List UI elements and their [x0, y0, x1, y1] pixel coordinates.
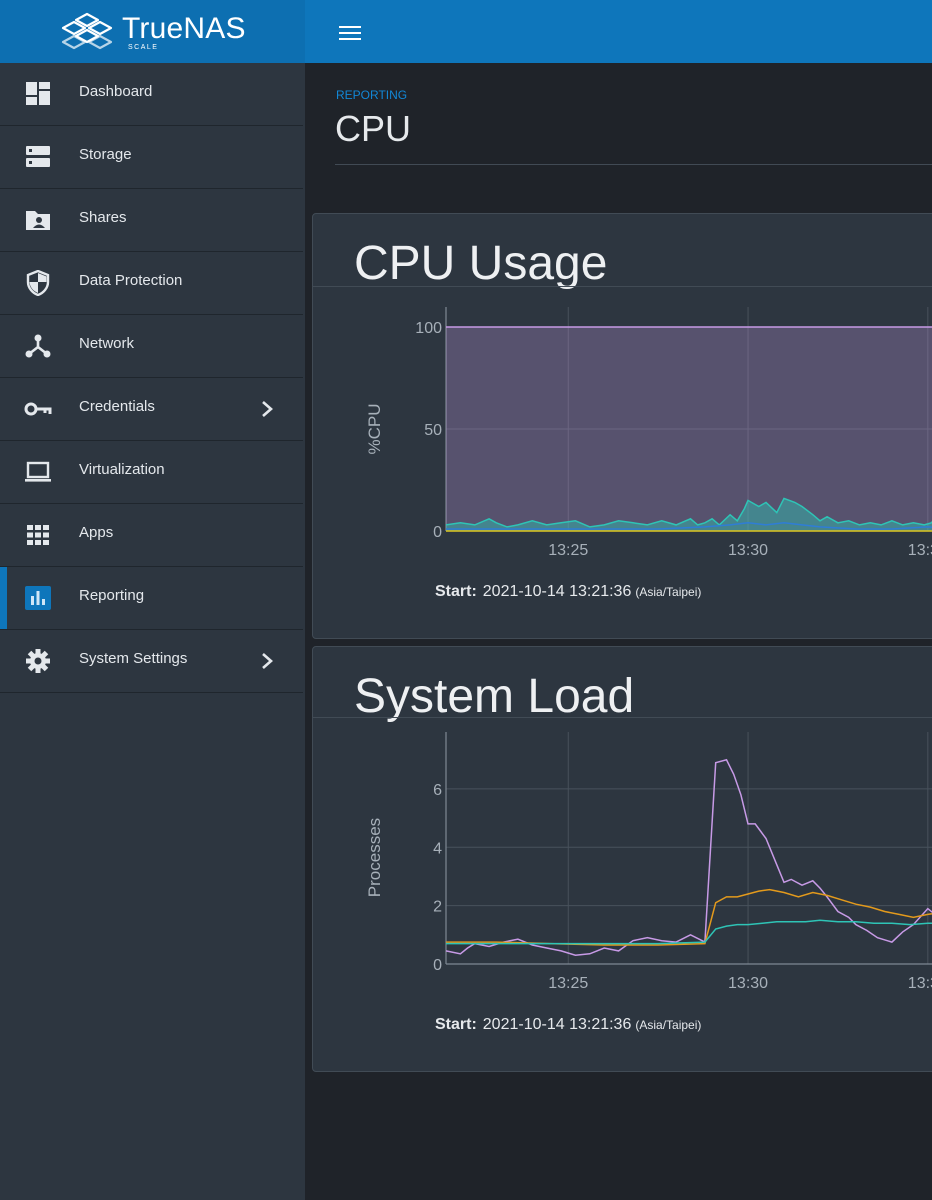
- y-axis-label: Processes: [365, 818, 384, 897]
- hamburger-menu-icon[interactable]: [330, 18, 370, 48]
- sidebar-item-label: Shares: [79, 209, 127, 226]
- gear-icon: [26, 649, 50, 673]
- brand-edition: SCALE: [128, 44, 159, 51]
- folder-shared-icon: [26, 211, 50, 230]
- sidebar-item-label: System Settings: [79, 650, 188, 667]
- breadcrumb[interactable]: REPORTING: [336, 88, 408, 102]
- card-divider: [313, 286, 932, 287]
- sidebar-item-label: Virtualization: [79, 461, 165, 478]
- card-divider: [313, 717, 932, 718]
- y-tick-label: 50: [424, 422, 442, 439]
- storage-icon: [26, 146, 50, 167]
- cpu-usage-chart[interactable]: 0 50 100 13:25 13:30 13:35 %CPU: [313, 299, 932, 569]
- title-divider: [335, 164, 932, 165]
- sidebar-item-label: Network: [79, 335, 135, 352]
- laptop-icon: [25, 461, 51, 482]
- card-title: System Load: [354, 670, 635, 723]
- system-load-card: System Load 0 2 4 6 13:25 13:30 13:35 Processes…: [312, 646, 932, 1072]
- sidebar-item-network[interactable]: Network: [0, 315, 303, 378]
- y-axis-label: %CPU: [365, 403, 384, 454]
- sidebar-item-label: Data Protection: [79, 272, 183, 289]
- truenas-logo-icon: [61, 12, 113, 50]
- start-time: Start: 2021-10-14 13:21:36 (Asia/Taipei): [435, 1016, 702, 1033]
- x-tick-label: 13:35: [908, 542, 932, 559]
- sidebar-item-apps[interactable]: Apps: [0, 504, 303, 567]
- sidebar-item-label: Storage: [79, 146, 132, 163]
- sidebar-item-credentials[interactable]: Credentials: [0, 378, 303, 441]
- series-area: [446, 498, 932, 531]
- series-line: [445, 497, 932, 528]
- sidebar-item-virtualization[interactable]: Virtualization: [0, 441, 303, 504]
- x-tick-label: 13:35: [908, 975, 932, 992]
- brand-name: TrueNAS: [122, 12, 246, 45]
- y-tick-label: 100: [415, 320, 442, 337]
- chart-icon: [25, 586, 51, 610]
- dashboard-icon: [26, 82, 50, 105]
- top-toolbar: TrueNAS SCALE: [0, 0, 932, 63]
- network-icon: [25, 334, 51, 358]
- sidebar-nav: Dashboard Storage Shares Data Protection: [0, 63, 305, 1200]
- sidebar-item-data-protection[interactable]: Data Protection: [0, 252, 303, 315]
- series-line: [445, 758, 932, 956]
- brand-area[interactable]: TrueNAS SCALE: [0, 0, 305, 63]
- series-line: [446, 522, 932, 530]
- key-icon: [24, 402, 52, 416]
- card-title: CPU Usage: [354, 237, 608, 290]
- y-tick-label: 2: [433, 899, 442, 916]
- chevron-right-icon: [262, 653, 273, 669]
- cpu-usage-card: CPU Usage 0 50 100 13:25 13:30 13:35 %CPU Star…: [312, 213, 932, 639]
- sidebar-item-label: Reporting: [79, 587, 145, 604]
- x-tick-label: 13:25: [548, 975, 588, 992]
- shield-icon: [26, 270, 50, 296]
- sidebar-item-reporting[interactable]: Reporting: [0, 567, 303, 630]
- sidebar-item-label: Dashboard: [79, 83, 153, 100]
- y-tick-label: 0: [433, 957, 442, 974]
- page-title: CPU: [335, 108, 412, 149]
- x-tick-label: 13:25: [548, 542, 588, 559]
- x-tick-label: 13:30: [728, 542, 768, 559]
- series-line: [446, 888, 932, 946]
- y-tick-label: 0: [433, 524, 442, 541]
- series-line: [446, 919, 932, 945]
- apps-grid-icon: [27, 525, 49, 545]
- y-tick-label: 6: [433, 782, 442, 799]
- sidebar-item-dashboard[interactable]: Dashboard: [0, 63, 303, 126]
- system-load-chart[interactable]: 0 2 4 6 13:25 13:30 13:35 Processes: [313, 732, 932, 1002]
- start-time: Start: 2021-10-14 13:21:36 (Asia/Taipei): [435, 583, 702, 600]
- sidebar-item-label: Credentials: [79, 398, 155, 415]
- sidebar-item-system-settings[interactable]: System Settings: [0, 630, 303, 693]
- y-tick-label: 4: [433, 840, 442, 857]
- sidebar-item-shares[interactable]: Shares: [0, 189, 303, 252]
- sidebar-item-label: Apps: [79, 524, 114, 541]
- chevron-right-icon: [262, 401, 273, 417]
- series-area: [446, 327, 932, 531]
- x-tick-label: 13:30: [728, 975, 768, 992]
- sidebar-item-storage[interactable]: Storage: [0, 126, 303, 189]
